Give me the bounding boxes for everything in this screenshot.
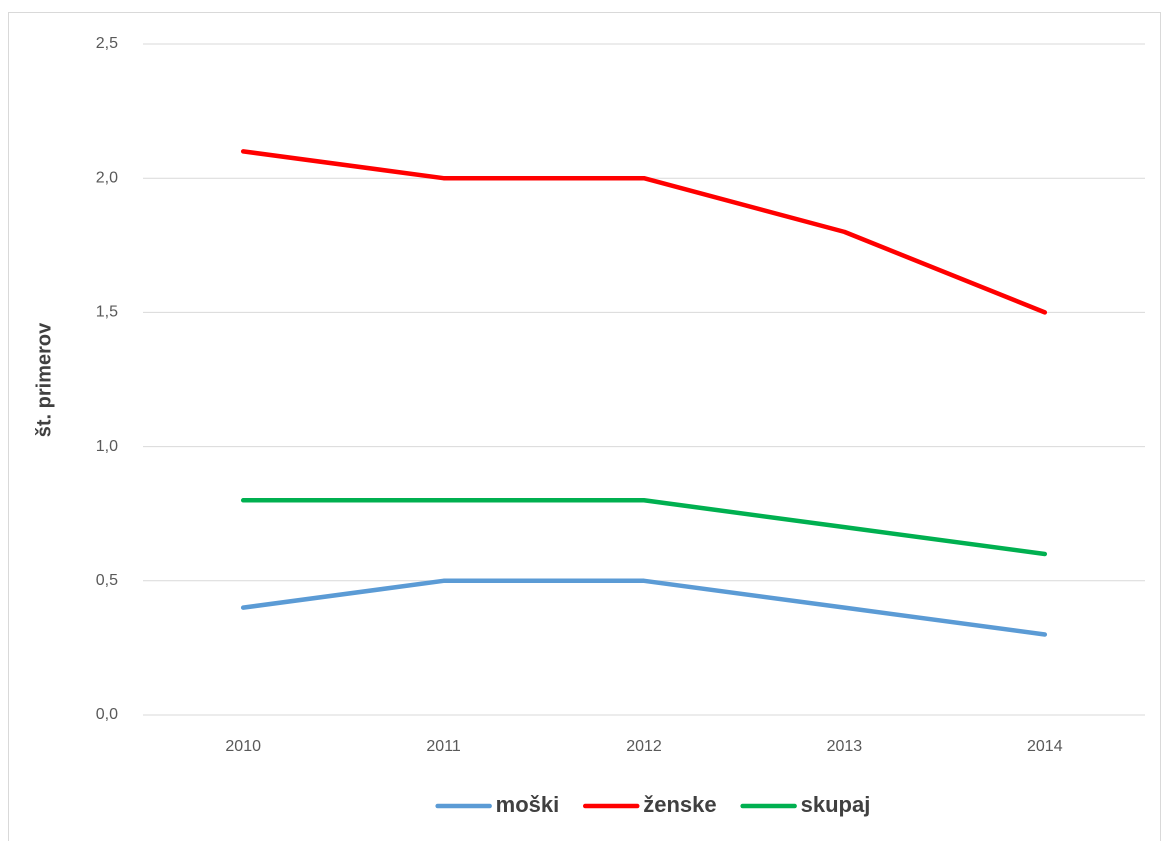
- series-line: [240, 578, 1048, 637]
- x-tick-label: 2013: [827, 738, 863, 755]
- x-tick-label: 2011: [426, 738, 461, 755]
- series-line: [240, 498, 1048, 557]
- legend-label: ženske: [643, 792, 716, 817]
- x-tick-label: 2010: [225, 738, 261, 755]
- y-tick-label: 1,5: [96, 304, 118, 321]
- x-tick-label: 2014: [1027, 738, 1063, 755]
- y-tick-label: 1,0: [96, 438, 118, 455]
- y-tick-label: 0,0: [96, 706, 118, 723]
- series-line: [240, 149, 1048, 315]
- x-tick-label: 2012: [626, 738, 662, 755]
- chart-frame: [8, 12, 1161, 841]
- y-tick-label: 2,5: [96, 35, 118, 52]
- y-axis-title: št. primerov: [33, 322, 55, 437]
- y-tick-label: 0,5: [96, 572, 118, 589]
- legend-label: moški: [496, 792, 560, 817]
- legend-label: skupaj: [801, 792, 871, 817]
- y-tick-label: 2,0: [96, 169, 118, 186]
